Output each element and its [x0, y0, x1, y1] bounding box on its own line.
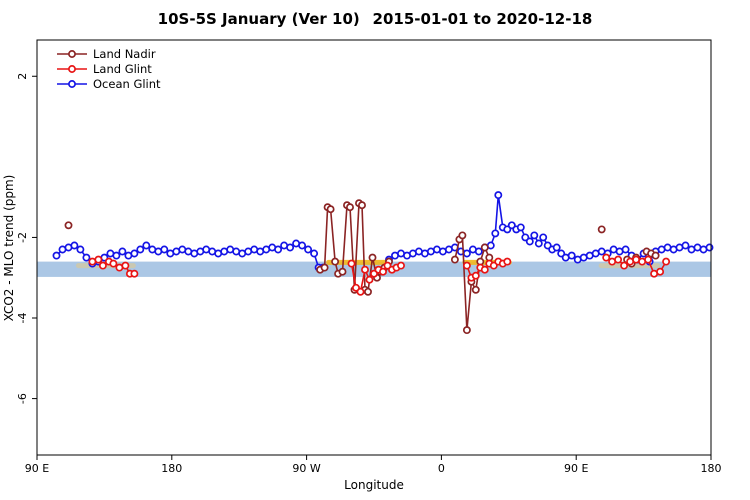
data-point	[621, 245, 630, 254]
data-point	[651, 251, 660, 260]
data-point	[358, 201, 366, 210]
data-point	[614, 255, 623, 264]
data-point	[142, 241, 151, 250]
y-tick-label: -4	[16, 313, 29, 324]
data-point	[274, 245, 283, 254]
data-point	[681, 241, 690, 250]
x-tick-label: 90 E	[564, 462, 588, 475]
x-axis-label: Longitude	[344, 478, 404, 492]
data-point	[356, 287, 365, 296]
legend-item-land-glint: Land Glint	[93, 62, 152, 76]
data-point	[118, 247, 127, 256]
x-tick-label: 90 W	[292, 462, 320, 475]
data-point	[539, 233, 548, 242]
data-point	[52, 251, 61, 260]
legend-item-ocean-glint: Ocean Glint	[93, 77, 161, 91]
data-point	[503, 257, 512, 266]
data-point	[347, 259, 356, 268]
data-point	[112, 251, 121, 260]
y-axis-ticks: 2 -2 -4 -6	[16, 73, 37, 404]
data-point	[462, 326, 471, 335]
data-point	[304, 245, 313, 254]
plot-border	[36, 39, 712, 456]
data-point	[338, 267, 347, 276]
data-point	[462, 261, 471, 270]
data-point	[286, 243, 295, 252]
x-axis-ticks: 90 E 180 90 W 0 90 E 180	[25, 455, 722, 475]
data-point	[368, 253, 377, 262]
y-tick-label: -6	[16, 393, 29, 404]
data-point	[656, 267, 665, 276]
data-point	[82, 253, 91, 262]
data-point	[310, 249, 319, 258]
data-point	[525, 237, 534, 246]
x-tick-label: 0	[438, 462, 445, 475]
data-point	[130, 269, 139, 278]
data-point	[597, 225, 606, 234]
data-point	[379, 267, 387, 276]
data-point	[331, 257, 340, 266]
data-point	[326, 205, 335, 214]
data-point	[462, 249, 471, 258]
data-point	[480, 243, 489, 252]
legend-marker	[68, 65, 76, 73]
x-tick-label: 180	[701, 462, 722, 475]
data-point	[530, 231, 539, 240]
x-tick-label: 90 E	[25, 462, 49, 475]
data-point	[705, 243, 714, 252]
data-point	[298, 241, 307, 250]
data-point	[516, 223, 525, 232]
y-tick-label: -2	[16, 232, 29, 243]
y-axis-label: XCO2 - MLO trend (ppm)	[2, 175, 16, 322]
data-point	[662, 257, 671, 266]
legend-marker	[68, 50, 76, 58]
data-point	[491, 229, 500, 238]
data-point	[534, 239, 543, 248]
series-land-nadir	[64, 199, 660, 335]
data-point	[644, 255, 653, 264]
x-tick-label: 180	[161, 462, 182, 475]
data-point	[471, 285, 480, 294]
data-point	[160, 245, 169, 254]
legend-item-land-nadir: Land Nadir	[93, 47, 156, 61]
data-point	[552, 243, 561, 252]
data-point	[64, 221, 73, 230]
data-point	[620, 261, 629, 270]
data-point	[450, 255, 459, 264]
legend-marker	[68, 80, 76, 88]
chart-title: 10S-5S January (Ver 10) 2015-01-01 to 20…	[158, 10, 593, 28]
data-point	[136, 245, 145, 254]
series-land-glint	[88, 253, 671, 296]
data-point	[109, 259, 118, 268]
data-point	[361, 265, 369, 274]
data-point	[474, 247, 483, 256]
data-point	[480, 265, 489, 274]
plot-area: 90 E 180 90 W 0 90 E 180 2 -2 -4 -6 Land NadirLand…	[16, 39, 722, 475]
data-point	[567, 251, 576, 260]
data-point	[76, 245, 85, 254]
data-point	[94, 255, 103, 264]
data-point	[364, 287, 372, 296]
data-point	[471, 271, 480, 280]
data-point	[458, 231, 467, 240]
data-point	[130, 249, 139, 258]
data-point	[346, 203, 354, 212]
data-point	[320, 263, 329, 272]
data-point	[70, 241, 79, 250]
y-tick-label: 2	[16, 73, 29, 80]
data-point	[602, 253, 611, 262]
trend-band	[37, 261, 711, 277]
data-point	[98, 261, 107, 270]
data-point	[494, 191, 503, 200]
data-point	[397, 261, 405, 270]
data-point	[121, 261, 130, 270]
data-point	[365, 275, 374, 284]
